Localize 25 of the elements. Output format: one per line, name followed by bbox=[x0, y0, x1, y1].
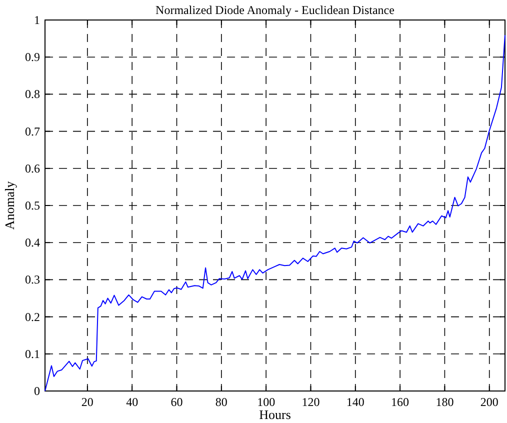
y-tick-label: 0.5 bbox=[25, 198, 40, 212]
y-tick-label: 0.9 bbox=[25, 50, 40, 64]
x-tick-label: 80 bbox=[215, 395, 228, 409]
y-tick-label: 0.1 bbox=[25, 346, 40, 361]
y-tick-label: 0.7 bbox=[25, 124, 40, 138]
x-tick-label: 200 bbox=[480, 395, 498, 409]
line-series bbox=[44, 34, 506, 392]
chart-title: Normalized Diode Anomaly - Euclidean Distance bbox=[156, 3, 394, 17]
x-tick-label: 40 bbox=[126, 395, 138, 409]
x-tick-label: 120 bbox=[302, 395, 320, 409]
y-axis-title: Anomaly bbox=[2, 180, 17, 230]
y-tick-label: 0.8 bbox=[25, 87, 40, 102]
x-tick-label: 140 bbox=[346, 395, 364, 409]
y-tick-label: 0 bbox=[34, 384, 40, 398]
x-tick-label: 100 bbox=[257, 395, 276, 409]
y-tick-label: 0.4 bbox=[25, 236, 40, 250]
y-tick-label: 1 bbox=[34, 13, 40, 27]
y-tick-label: 0.2 bbox=[25, 310, 40, 324]
y-tick-label: 0.6 bbox=[25, 161, 40, 176]
x-tick-label: 160 bbox=[391, 395, 410, 409]
y-tick-label: 0.3 bbox=[25, 272, 40, 287]
x-axis-title: Hours bbox=[259, 407, 291, 422]
x-tick-label: 180 bbox=[436, 395, 454, 409]
x-tick-label: 60 bbox=[170, 395, 183, 409]
x-tick-label: 20 bbox=[81, 395, 94, 409]
